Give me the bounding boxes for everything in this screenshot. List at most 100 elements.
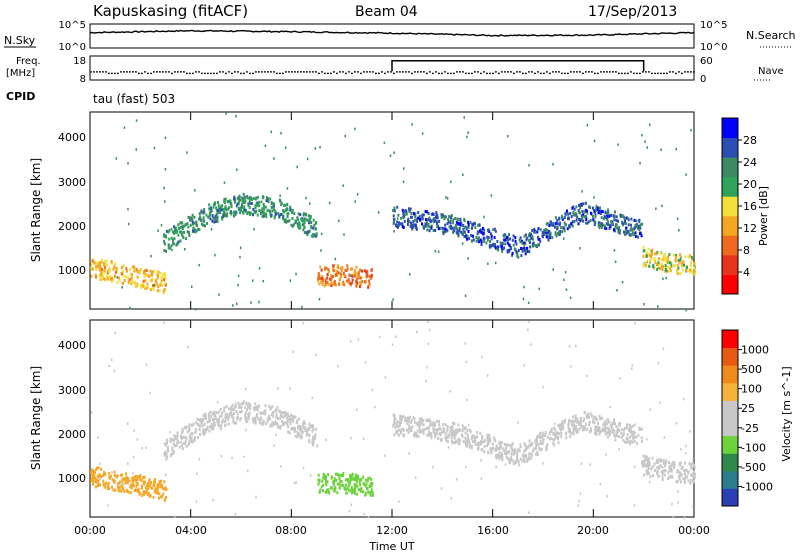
range-cell [124,481,127,485]
range-cell [113,474,116,478]
range-cell [208,429,211,433]
noise-cell [164,136,167,140]
range-cell [346,486,349,490]
range-cell [499,440,502,444]
range-cell [258,204,261,208]
range-cell [136,488,139,492]
range-cell [592,206,594,210]
range-cell [116,280,119,284]
range-cell [302,426,305,430]
range-cell [141,284,144,288]
range-cell [546,443,549,446]
range-cell [598,210,601,214]
range-cell [395,421,398,425]
range-cell [234,405,237,409]
nave-dot [312,71,314,73]
range-cell [596,418,599,422]
range-cell [252,420,255,424]
range-cell [198,212,201,216]
range-cell [599,223,602,227]
range-cell [96,265,99,269]
range-cell [421,214,424,218]
range-cell [495,247,498,251]
freq-unit-label: [MHz] [6,68,35,79]
range-cell [164,443,167,447]
range-cell [412,225,415,229]
range-cell [286,212,289,216]
range-cell [666,260,669,264]
range-cell [439,427,442,431]
range-cell [236,196,239,200]
range-cell [156,289,159,293]
nave-dot [357,71,359,73]
range-cell [216,215,219,219]
range-cell [432,220,435,224]
noise-cell [377,211,380,214]
noise-cell [260,200,263,203]
range-cell [198,217,201,221]
range-cell [623,230,625,234]
range-cell [598,414,601,418]
range-cell [289,422,292,425]
range-cell [222,214,225,218]
noise-cell [570,365,572,368]
range-cell [616,429,619,433]
range-cell [264,409,267,413]
colorbar-tick-label: 100 [741,383,762,396]
range-cell [128,278,131,282]
range-cell [265,199,268,203]
range-cell [525,445,528,449]
nave-dot [621,72,623,75]
range-cell [427,218,430,222]
cpid-label: CPID [6,90,35,103]
range-cell [243,201,246,204]
nave-dot [480,72,482,75]
range-cell [156,270,159,274]
range-cell [408,418,410,422]
range-cell [480,441,483,444]
range-cell [690,466,693,470]
range-cell [411,223,414,227]
noise-cell [467,257,469,260]
range-cell [345,478,347,482]
range-cell [355,278,358,282]
range-cell [673,466,675,469]
range-cell [552,438,555,442]
range-cell [221,411,223,415]
range-cell [192,222,194,226]
range-cell [172,442,175,446]
range-cell [371,493,374,497]
colorbar-swatch [722,274,738,295]
range-cell [559,423,562,427]
range-cell [186,222,189,226]
range-cell [105,259,108,263]
noise-cell [575,344,577,348]
range-cell [159,482,162,486]
range-cell [258,209,261,213]
range-cell [586,209,588,213]
noise-cell [527,320,530,323]
range-cell [406,419,409,423]
range-cell [687,470,690,474]
range-cell [246,195,249,198]
range-cell [231,413,234,417]
range-cell [578,203,580,207]
range-cell [670,469,673,473]
range-cell [425,218,427,222]
power-colorbar-label: Power [dB] [757,186,770,246]
range-cell [459,222,462,226]
colorbar-swatch [722,157,738,178]
range-cell [195,220,198,224]
noise-cell [465,360,468,364]
noise-cell [292,350,294,353]
noise-cell [350,274,353,277]
range-cell [541,234,544,238]
range-cell [244,411,247,415]
range-cell [272,202,275,206]
range-cell [683,469,686,473]
range-cell [681,260,684,264]
range-cell [520,247,523,250]
range-cell [368,275,371,279]
range-cell [179,435,182,438]
range-cell [607,435,610,439]
